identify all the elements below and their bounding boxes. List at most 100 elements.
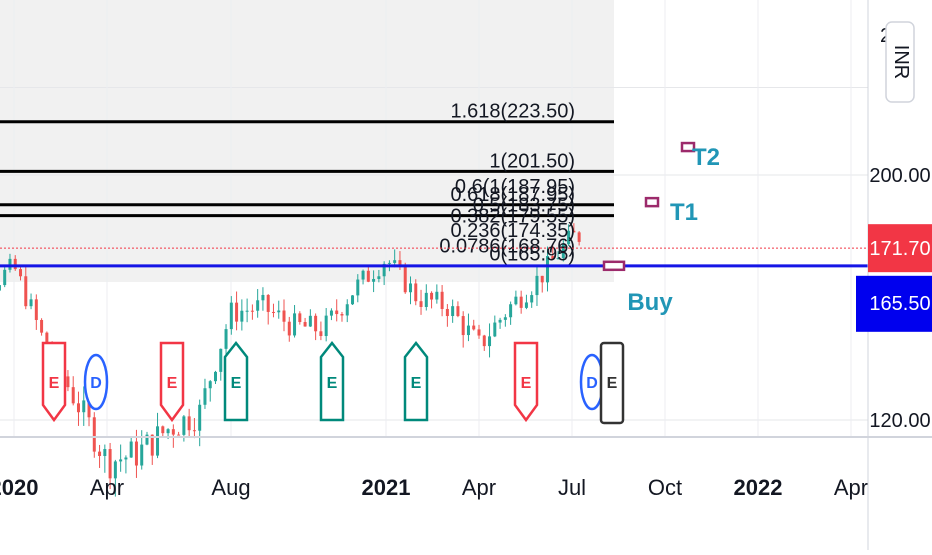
candle-body (113, 461, 117, 479)
candle-body (19, 269, 23, 277)
candle-body (308, 315, 312, 327)
candle-body (29, 299, 33, 307)
candle-body (287, 321, 291, 336)
candle-body (445, 308, 449, 317)
candle-body (387, 262, 391, 264)
candle-body (488, 336, 492, 347)
candle-body (351, 295, 355, 305)
candle-body (98, 451, 102, 457)
candle-body (403, 265, 407, 293)
candle-body (303, 322, 307, 327)
candle-body (166, 429, 170, 434)
candle-body (298, 313, 302, 323)
earnings-marker[interactable]: E (513, 341, 539, 423)
event-letter: E (167, 375, 178, 392)
earnings-badge (41, 341, 67, 423)
earnings-marker[interactable]: E (403, 340, 429, 422)
earnings-badge (223, 340, 249, 422)
y-tick-label: 120.00 (869, 410, 930, 432)
candle-body (356, 279, 360, 296)
target-markers: T2 T1 Buy (602, 141, 720, 316)
candle-body (140, 444, 144, 466)
event-letter: E (231, 375, 242, 392)
candle-body (124, 457, 128, 460)
candle-body (493, 322, 497, 337)
earnings-badge (159, 341, 185, 423)
x-axis: 2020 Apr Aug 2021 Apr Jul Oct 2022 Apr (0, 436, 932, 500)
candle-body (567, 230, 571, 245)
candle-body (408, 283, 412, 293)
candle-body (293, 313, 297, 336)
candle-body (440, 291, 444, 309)
event-letter: D (90, 375, 102, 392)
candle-body (519, 296, 523, 308)
fib-label: 1.618(223.50) (450, 101, 575, 123)
earnings-badge (513, 341, 539, 423)
candle-body (419, 301, 423, 307)
candle-body (103, 449, 107, 457)
candle-body (382, 263, 386, 277)
candle-body (76, 403, 80, 413)
candle-body (261, 294, 265, 301)
candle-body (82, 400, 86, 413)
candle-body (145, 434, 149, 445)
candle-body (134, 441, 138, 466)
candle-body (345, 304, 349, 316)
candle-body (546, 256, 550, 283)
candle-body (71, 387, 75, 404)
candle-body (245, 310, 249, 312)
candle-body (219, 348, 223, 372)
candle-body (240, 310, 244, 322)
candle-body (319, 331, 323, 337)
earnings-marker[interactable]: E (223, 340, 249, 422)
support-price-label: 165.50 (869, 293, 930, 315)
currency-badge-frame (885, 21, 915, 103)
x-tick-label: Oct (648, 475, 682, 500)
dividend-marker[interactable]: D (579, 353, 605, 411)
candle-body (224, 329, 228, 349)
candle-body (324, 315, 328, 337)
candle-body (503, 317, 507, 320)
earnings-marker[interactable]: E (41, 341, 67, 423)
candle-body (372, 278, 376, 282)
candle-body (13, 258, 17, 270)
earnings-marker[interactable]: E (319, 340, 345, 422)
candle-body (266, 294, 270, 312)
earnings-badge (599, 341, 625, 425)
earnings-marker[interactable]: E (599, 341, 625, 425)
candle-body (256, 300, 260, 311)
candle-body (524, 302, 528, 308)
candle-body (40, 319, 44, 333)
candle-body (0, 285, 1, 291)
candle-body (472, 325, 476, 330)
fib-label: 0.0786(168.76) (439, 235, 575, 257)
candle-body (572, 230, 576, 233)
x-tick-label: Aug (211, 475, 250, 500)
candle-body (551, 256, 555, 259)
candle-body (314, 315, 318, 332)
event-letter: E (607, 375, 618, 392)
dividend-marker[interactable]: D (83, 353, 109, 411)
candle-body (250, 310, 254, 312)
candle-body (561, 244, 565, 259)
candle-body (156, 426, 160, 456)
candle-body (393, 260, 397, 263)
candle-body (482, 335, 486, 347)
candle-body (87, 400, 91, 418)
candle-body (335, 310, 339, 315)
candle-body (282, 310, 286, 322)
currency-badge[interactable]: INR (885, 21, 915, 103)
support-price-badge (856, 275, 932, 332)
candle-body (466, 325, 470, 336)
candle-body (150, 434, 154, 456)
candle-body (530, 295, 534, 303)
candle-body (277, 310, 281, 313)
earnings-marker[interactable]: E (159, 341, 185, 423)
dividend-badge (83, 353, 109, 411)
fib-levels: 1.618(223.50) 1(201.50) 0.618(187.95)0.5(1… (0, 101, 868, 268)
candle-body (456, 306, 460, 317)
candle-body (540, 275, 544, 283)
event-letter: D (586, 375, 598, 392)
